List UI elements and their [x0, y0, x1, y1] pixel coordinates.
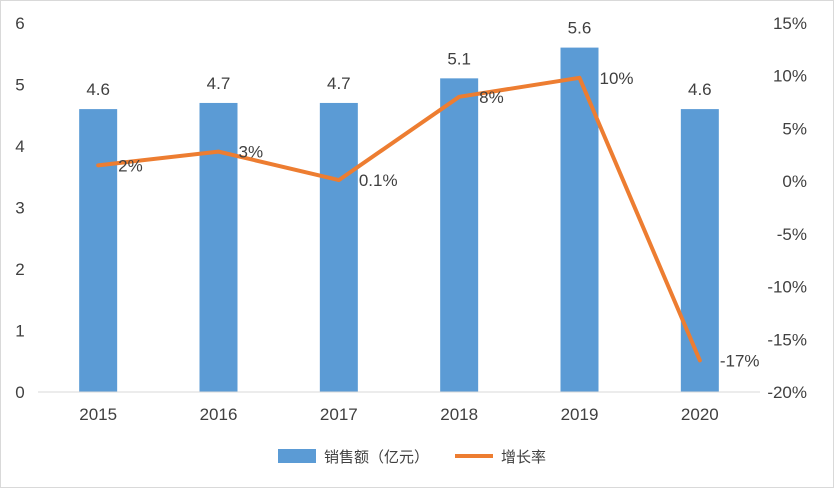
line-data-label: 10%	[600, 69, 634, 88]
legend: 销售额（亿元） 增长率	[278, 448, 546, 466]
y-left-tick-label: 3	[15, 199, 24, 218]
y-left-tick-label: 4	[15, 137, 24, 156]
y-left-tick-label: 5	[15, 76, 24, 95]
bar-2017	[319, 102, 358, 392]
y-right-tick-label: 10%	[773, 67, 807, 86]
bar-2015	[79, 109, 118, 392]
line-data-label: 0.1%	[359, 171, 398, 190]
bar-data-label: 5.1	[447, 49, 471, 68]
x-tick-label: 2016	[200, 405, 238, 424]
bar-2016	[199, 102, 238, 392]
y-right-tick-label: 15%	[773, 14, 807, 33]
line-data-label: 2%	[118, 156, 143, 175]
y-right-tick-label: -15%	[767, 330, 807, 349]
y-right-tick-label: 0%	[782, 172, 807, 191]
line-data-label: -17%	[720, 351, 760, 370]
legend-line-label: 增长率	[501, 448, 546, 466]
legend-bar-swatch	[278, 449, 316, 463]
bar-data-label: 4.6	[688, 80, 712, 99]
line-data-label: 8%	[479, 88, 504, 107]
y-right-tick-label: -5%	[777, 225, 807, 244]
x-tick-label: 2017	[320, 405, 358, 424]
x-tick-label: 2015	[79, 405, 117, 424]
bar-data-label: 5.6	[568, 19, 592, 38]
bar-data-label: 4.7	[327, 74, 351, 93]
growth-rate-line	[96, 75, 702, 363]
bar-2019	[560, 47, 599, 392]
y-right-tick-label: 5%	[782, 119, 807, 138]
x-tick-label: 2019	[561, 405, 599, 424]
line-data-label: 3%	[239, 143, 264, 162]
x-tick-label: 2020	[681, 405, 719, 424]
y-left-tick-label: 1	[15, 322, 24, 341]
y-left-tick-label: 2	[15, 260, 24, 279]
bar-2018	[440, 78, 479, 392]
y-right-tick-label: -20%	[767, 383, 807, 402]
legend-bar-label: 销售额（亿元）	[324, 448, 429, 466]
x-tick-label: 2018	[440, 405, 478, 424]
y-right-tick-label: -10%	[767, 278, 807, 297]
bar-data-label: 4.6	[86, 80, 110, 99]
y-left-tick-label: 6	[15, 14, 24, 33]
y-left-tick-label: 0	[15, 383, 24, 402]
bar-2020	[680, 109, 719, 392]
bar-data-label: 4.7	[207, 74, 231, 93]
